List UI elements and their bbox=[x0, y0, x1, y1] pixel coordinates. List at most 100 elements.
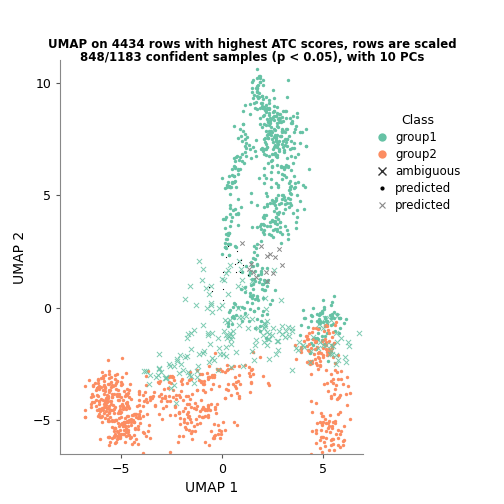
Point bbox=[291, 355, 299, 363]
Point bbox=[264, 143, 272, 151]
Point bbox=[265, 230, 273, 238]
Point bbox=[114, 433, 122, 442]
Point bbox=[304, 346, 312, 354]
Point bbox=[250, 255, 259, 263]
Point bbox=[140, 397, 148, 405]
Point bbox=[315, 321, 323, 329]
Point bbox=[191, 399, 199, 407]
Point bbox=[133, 402, 141, 410]
Point bbox=[320, 412, 328, 420]
Point bbox=[155, 410, 163, 418]
Point bbox=[325, 344, 333, 352]
Point bbox=[234, 304, 242, 312]
Point bbox=[236, 380, 244, 388]
Point bbox=[313, 361, 321, 369]
Point bbox=[210, 420, 218, 428]
Point bbox=[316, 361, 324, 369]
Point bbox=[246, 145, 254, 153]
Point bbox=[315, 354, 323, 362]
Point bbox=[88, 398, 96, 406]
Point bbox=[263, 252, 271, 260]
Point bbox=[121, 422, 129, 430]
Point bbox=[221, 394, 229, 402]
Point bbox=[262, 127, 270, 135]
Point bbox=[342, 358, 350, 366]
Point bbox=[166, 411, 174, 419]
Point bbox=[228, 332, 236, 340]
Point bbox=[223, 366, 231, 374]
Point bbox=[264, 159, 272, 167]
Point bbox=[253, 260, 261, 268]
Point bbox=[221, 239, 229, 247]
Point bbox=[257, 269, 265, 277]
Point bbox=[315, 348, 323, 356]
Point bbox=[219, 418, 227, 426]
Point bbox=[299, 313, 307, 322]
Point bbox=[324, 419, 332, 427]
Point bbox=[230, 178, 238, 186]
Point bbox=[217, 430, 225, 438]
Point bbox=[323, 322, 331, 330]
Point bbox=[102, 401, 110, 409]
Point bbox=[100, 403, 108, 411]
Point bbox=[340, 319, 348, 327]
Point bbox=[278, 175, 286, 183]
Point bbox=[332, 351, 340, 359]
Point bbox=[185, 415, 194, 423]
Point bbox=[110, 416, 118, 424]
Point bbox=[273, 131, 281, 139]
Point bbox=[290, 172, 298, 180]
Point bbox=[329, 435, 337, 444]
Point bbox=[317, 349, 325, 357]
Point bbox=[145, 380, 153, 388]
Point bbox=[328, 424, 336, 432]
Point bbox=[95, 397, 103, 405]
Point bbox=[268, 162, 276, 170]
Point bbox=[256, 114, 264, 122]
Point bbox=[263, 282, 271, 290]
Point bbox=[270, 113, 278, 121]
Point bbox=[98, 418, 106, 426]
Point bbox=[166, 448, 174, 456]
Point bbox=[259, 220, 267, 228]
Point bbox=[294, 150, 302, 158]
Point bbox=[110, 424, 118, 432]
Point bbox=[270, 150, 278, 158]
Point bbox=[99, 406, 107, 414]
Point bbox=[273, 109, 281, 117]
Point bbox=[268, 296, 276, 304]
Point bbox=[314, 329, 322, 337]
Point bbox=[162, 402, 170, 410]
Point bbox=[94, 375, 102, 384]
Point bbox=[218, 275, 226, 283]
Point bbox=[302, 143, 310, 151]
Point bbox=[223, 334, 231, 342]
Point bbox=[99, 381, 107, 389]
Point bbox=[136, 388, 144, 396]
Point bbox=[266, 113, 274, 121]
Point bbox=[261, 286, 269, 294]
Point bbox=[248, 84, 257, 92]
Point bbox=[224, 380, 232, 388]
Point bbox=[186, 395, 195, 403]
Point bbox=[301, 124, 309, 133]
Point bbox=[184, 376, 193, 384]
Point bbox=[283, 226, 291, 234]
Point bbox=[260, 104, 268, 112]
Point bbox=[268, 163, 276, 171]
Point bbox=[160, 386, 168, 394]
Point bbox=[201, 405, 209, 413]
Point bbox=[208, 371, 216, 379]
Point bbox=[214, 421, 222, 429]
Point bbox=[125, 416, 133, 424]
Point bbox=[260, 164, 268, 172]
Point bbox=[134, 422, 142, 430]
Point bbox=[253, 84, 261, 92]
Point bbox=[282, 113, 290, 121]
Point bbox=[329, 350, 337, 358]
Point bbox=[167, 373, 175, 381]
Point bbox=[211, 403, 219, 411]
Point bbox=[250, 324, 259, 332]
Point bbox=[254, 296, 262, 304]
Point bbox=[105, 433, 113, 441]
